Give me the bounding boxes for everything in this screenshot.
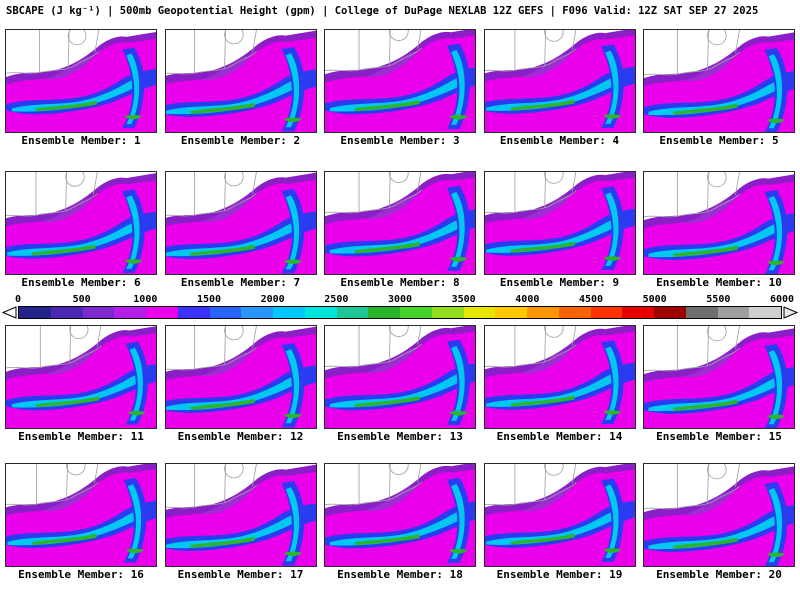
cape-map bbox=[5, 171, 157, 275]
ensemble-panel: Ensemble Member: 2 bbox=[164, 29, 317, 149]
ensemble-panel: Ensemble Member: 14 bbox=[483, 325, 636, 445]
cape-map-graphic bbox=[485, 464, 635, 566]
cape-map-graphic bbox=[485, 30, 635, 132]
cape-map bbox=[5, 325, 157, 429]
colorbar-ticks: 0 500 1000 1500 2000 2500 3000 3500 4000 4500 5000… bbox=[14, 294, 795, 305]
cape-map-graphic bbox=[166, 172, 316, 274]
cape-map-graphic bbox=[6, 326, 156, 428]
ensemble-panel: Ensemble Member: 6 bbox=[5, 171, 157, 291]
cape-map bbox=[483, 325, 636, 429]
cape-map bbox=[643, 29, 795, 133]
panel-row-4: Ensemble Member: 16 Ensemble Member: 17 … bbox=[0, 463, 800, 583]
ensemble-member-label: Ensemble Member: 1 bbox=[21, 134, 141, 147]
cape-map bbox=[324, 29, 476, 133]
ensemble-member-label: Ensemble Member: 2 bbox=[180, 134, 301, 147]
ensemble-member-label: Ensemble Member: 11 bbox=[18, 430, 144, 443]
ensemble-member-label: Ensemble Member: 12 bbox=[177, 430, 304, 443]
product-title: SBCAPE (J kg⁻¹) | 500mb Geopotential Hei… bbox=[6, 5, 759, 17]
cape-map bbox=[483, 463, 636, 567]
cape-map-graphic bbox=[644, 326, 794, 428]
colorbar-right-arrow-icon bbox=[783, 306, 799, 319]
cape-map bbox=[5, 463, 157, 567]
ensemble-panel: Ensemble Member: 13 bbox=[324, 325, 476, 445]
cape-map bbox=[164, 463, 317, 567]
ensemble-panel: Ensemble Member: 18 bbox=[324, 463, 476, 583]
panel-row-2: Ensemble Member: 6 Ensemble Member: 7 En… bbox=[0, 171, 800, 291]
ensemble-panel: Ensemble Member: 11 bbox=[5, 325, 157, 445]
cape-map-graphic bbox=[325, 172, 475, 274]
ensemble-panel: Ensemble Member: 5 bbox=[643, 29, 795, 149]
ensemble-member-label: Ensemble Member: 15 bbox=[656, 430, 782, 443]
cape-map bbox=[643, 171, 795, 275]
ensemble-panel: Ensemble Member: 10 bbox=[643, 171, 795, 291]
ensemble-member-label: Ensemble Member: 7 bbox=[180, 276, 301, 289]
ensemble-member-label: Ensemble Member: 14 bbox=[496, 430, 623, 443]
ensemble-panel: Ensemble Member: 15 bbox=[643, 325, 795, 445]
cape-map bbox=[324, 463, 476, 567]
ensemble-member-label: Ensemble Member: 5 bbox=[659, 134, 779, 147]
cape-map-graphic bbox=[485, 172, 635, 274]
ensemble-panel: Ensemble Member: 9 bbox=[483, 171, 636, 291]
cape-map bbox=[164, 29, 317, 133]
cape-map bbox=[324, 325, 476, 429]
cape-map bbox=[164, 325, 317, 429]
ensemble-member-label: Ensemble Member: 16 bbox=[18, 568, 144, 581]
ensemble-panel: Ensemble Member: 16 bbox=[5, 463, 157, 583]
cape-map-graphic bbox=[166, 30, 316, 132]
cape-map bbox=[483, 29, 636, 133]
cape-map-graphic bbox=[166, 326, 316, 428]
ensemble-member-label: Ensemble Member: 10 bbox=[656, 276, 782, 289]
cape-map-graphic bbox=[166, 464, 316, 566]
panel-row-1: Ensemble Member: 1 Ensemble Member: 2 En… bbox=[0, 29, 800, 149]
ensemble-member-label: Ensemble Member: 9 bbox=[499, 276, 620, 289]
cape-map-graphic bbox=[644, 172, 794, 274]
ensemble-member-label: Ensemble Member: 17 bbox=[177, 568, 304, 581]
cape-map-graphic bbox=[6, 464, 156, 566]
cape-map bbox=[324, 171, 476, 275]
cape-map-graphic bbox=[644, 464, 794, 566]
ensemble-member-label: Ensemble Member: 19 bbox=[496, 568, 623, 581]
panel-row-3: Ensemble Member: 11 Ensemble Member: 12 … bbox=[0, 325, 800, 445]
ensemble-member-label: Ensemble Member: 4 bbox=[499, 134, 620, 147]
ensemble-member-label: Ensemble Member: 6 bbox=[21, 276, 141, 289]
cape-map-graphic bbox=[644, 30, 794, 132]
cape-colorbar: 0 500 1000 1500 2000 2500 3000 3500 4000 4500 5000… bbox=[0, 294, 800, 319]
cape-map bbox=[643, 463, 795, 567]
ensemble-member-label: Ensemble Member: 13 bbox=[337, 430, 463, 443]
cape-map-graphic bbox=[6, 30, 156, 132]
ensemble-panel: Ensemble Member: 4 bbox=[483, 29, 636, 149]
cape-map bbox=[5, 29, 157, 133]
ensemble-panel: Ensemble Member: 8 bbox=[324, 171, 476, 291]
ensemble-panel: Ensemble Member: 12 bbox=[164, 325, 317, 445]
ensemble-panel: Ensemble Member: 19 bbox=[483, 463, 636, 583]
ensemble-panel: Ensemble Member: 17 bbox=[164, 463, 317, 583]
colorbar-left-arrow-icon bbox=[1, 306, 17, 319]
ensemble-member-label: Ensemble Member: 8 bbox=[340, 276, 460, 289]
cape-map bbox=[483, 171, 636, 275]
cape-map-graphic bbox=[6, 172, 156, 274]
ensemble-member-label: Ensemble Member: 18 bbox=[337, 568, 463, 581]
ensemble-panel: Ensemble Member: 7 bbox=[164, 171, 317, 291]
ensemble-panel: Ensemble Member: 3 bbox=[324, 29, 476, 149]
cape-map bbox=[643, 325, 795, 429]
cape-map-graphic bbox=[325, 30, 475, 132]
cape-map-graphic bbox=[325, 464, 475, 566]
ensemble-member-label: Ensemble Member: 3 bbox=[340, 134, 460, 147]
colorbar-segments bbox=[18, 306, 782, 319]
cape-map-graphic bbox=[325, 326, 475, 428]
ensemble-panel: Ensemble Member: 20 bbox=[643, 463, 795, 583]
cape-map-graphic bbox=[485, 326, 635, 428]
cape-map bbox=[164, 171, 317, 275]
ensemble-member-label: Ensemble Member: 20 bbox=[656, 568, 782, 581]
ensemble-panel: Ensemble Member: 1 bbox=[5, 29, 157, 149]
